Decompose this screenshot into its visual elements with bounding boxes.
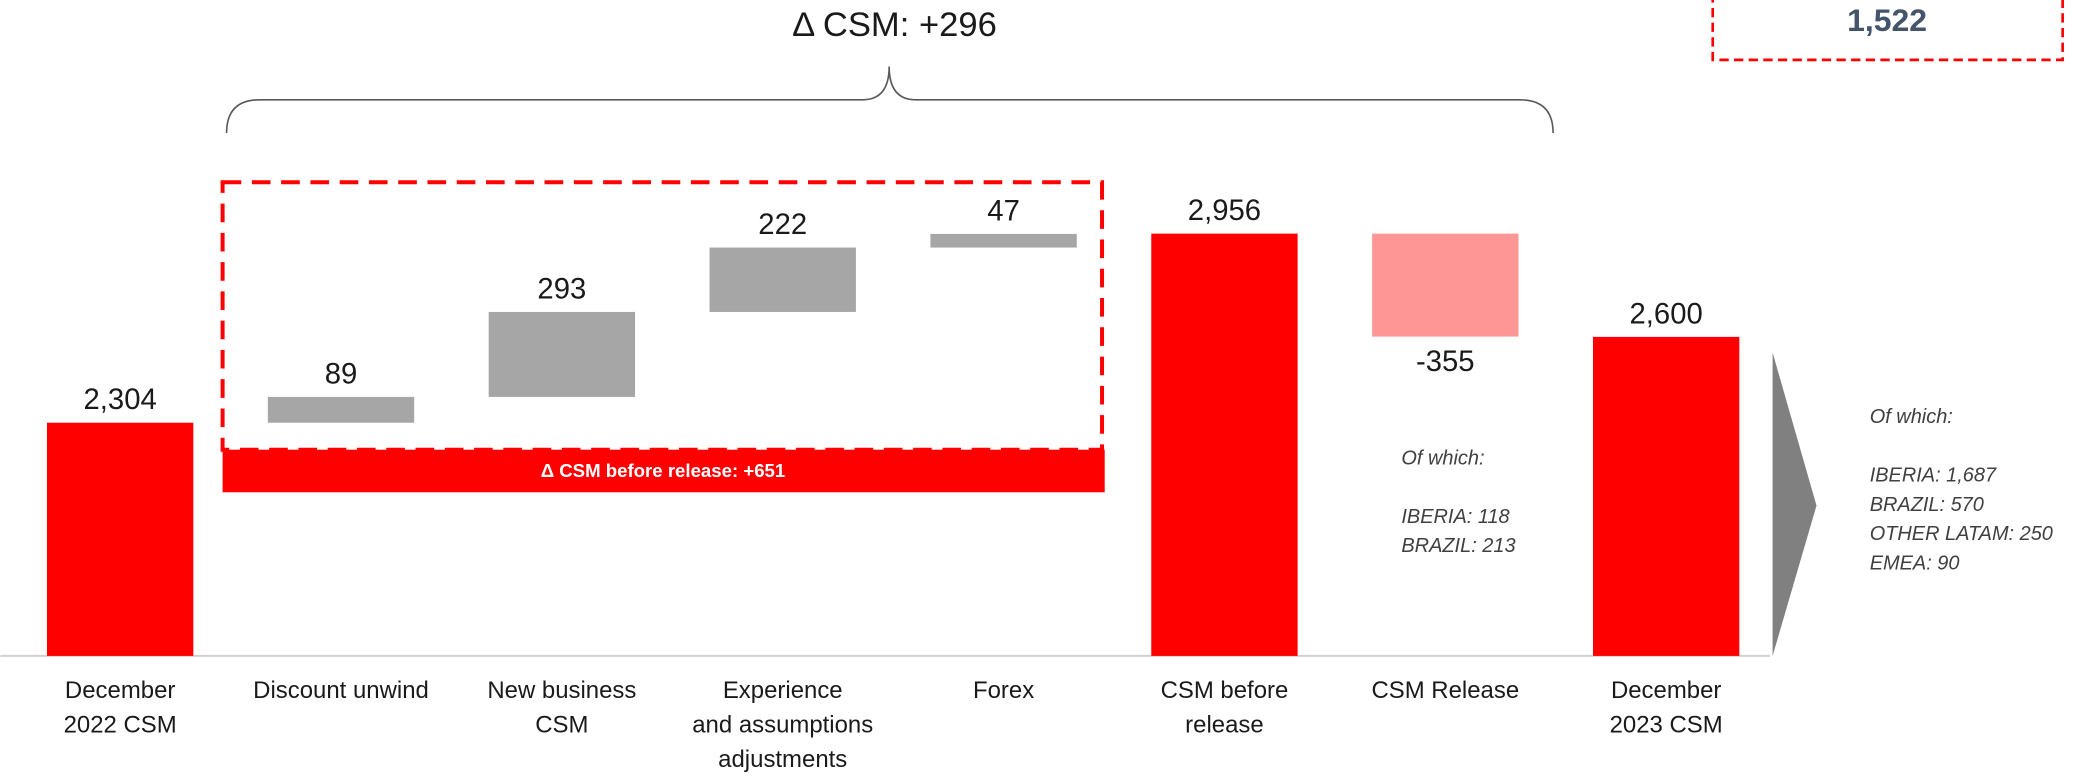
note-line: BRAZIL: 213 bbox=[1401, 535, 1515, 557]
brace bbox=[225, 66, 1554, 134]
group-band bbox=[222, 449, 1105, 493]
value-label: 222 bbox=[758, 209, 807, 241]
x-tick-label: December 2023 CSM bbox=[1610, 677, 1723, 739]
value-label: -355 bbox=[1416, 346, 1475, 378]
x-tick-label: CSM before release bbox=[1161, 677, 1289, 739]
chart-title: Δ CSM: +296 bbox=[792, 6, 997, 44]
arrow bbox=[1772, 352, 1817, 656]
bar bbox=[1151, 233, 1298, 656]
value-label: 2,304 bbox=[84, 384, 157, 416]
value-label: 2,600 bbox=[1630, 298, 1703, 330]
x-tick-label: CSM Release bbox=[1371, 677, 1519, 704]
x-tick-label: New business CSM bbox=[487, 677, 636, 739]
corner-box bbox=[1711, 0, 2064, 62]
bar bbox=[267, 396, 415, 423]
note-title: Of which: bbox=[1401, 447, 1484, 469]
value-label: 89 bbox=[325, 358, 358, 390]
bar bbox=[930, 233, 1077, 248]
bar bbox=[46, 422, 194, 656]
bar bbox=[709, 247, 856, 312]
value-label: 47 bbox=[987, 195, 1020, 227]
corner-value: 1,522 bbox=[1847, 2, 1927, 38]
x-tick-label: Experience and assumptions adjustments bbox=[692, 677, 873, 773]
note-line: EMEA: 90 bbox=[1870, 552, 1960, 574]
group-box bbox=[220, 180, 1105, 452]
note-line: IBERIA: 118 bbox=[1401, 506, 1509, 528]
note-line: IBERIA: 1,687 bbox=[1870, 465, 1997, 487]
bar bbox=[1372, 233, 1519, 337]
note-title: Of which: bbox=[1870, 406, 1953, 428]
note-line: BRAZIL: 570 bbox=[1870, 494, 1984, 516]
value-label: 2,956 bbox=[1188, 195, 1261, 227]
bar bbox=[488, 311, 636, 397]
x-tick-label: Discount unwind bbox=[253, 677, 429, 704]
group-label: Δ CSM before release: +651 bbox=[541, 460, 786, 481]
note-line: OTHER LATAM: 250 bbox=[1870, 523, 2053, 545]
x-tick-label: Forex bbox=[973, 677, 1034, 704]
x-tick-label: December 2022 CSM bbox=[64, 677, 177, 739]
bar bbox=[1592, 336, 1740, 656]
value-label: 293 bbox=[537, 273, 586, 305]
